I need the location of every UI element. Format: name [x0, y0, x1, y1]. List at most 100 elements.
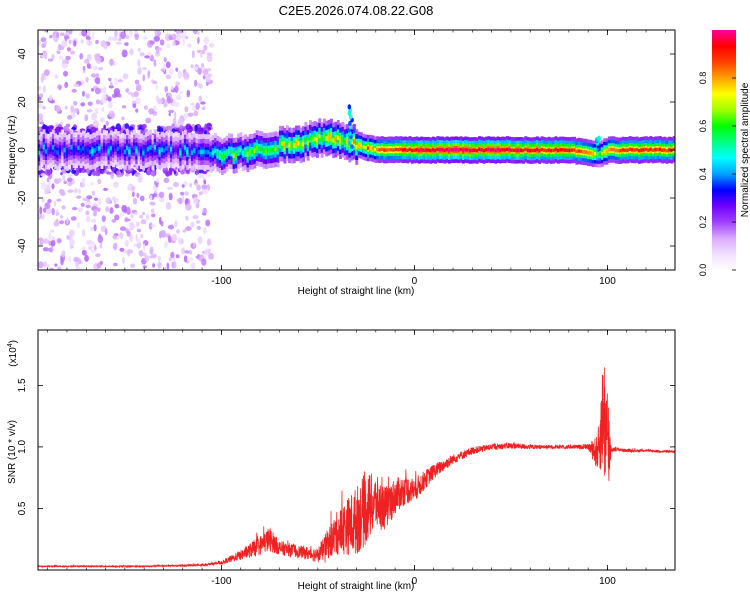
spectrogram-cell [478, 147, 481, 151]
spectrogram-cell [390, 148, 393, 152]
spectrogram-noise-cell [43, 238, 50, 244]
spectrogram-cell [605, 149, 609, 154]
spectrogram-noise-cell [130, 214, 134, 219]
spectrogram-noise-cell [174, 123, 181, 128]
spectrogram-noise-cell [167, 235, 172, 243]
spectrogram-noise-cell [182, 229, 187, 233]
spectrogram-cell [84, 148, 88, 154]
spectrogram-noise-cell [188, 250, 193, 255]
spectrogram-noise-cell [67, 180, 73, 187]
spectrogram-cell [297, 141, 301, 146]
spectrogram-noise-cell [56, 239, 62, 244]
spectrogram-cell [445, 147, 449, 152]
spectrogram-noise-cell [201, 258, 207, 266]
spectrogram-x-tick-label: 100 [599, 276, 616, 287]
spectrogram-cell [573, 148, 576, 152]
spectrogram-noise-cell [149, 201, 156, 206]
spectrogram-noise-cell [87, 101, 93, 107]
spectrogram-noise-cell [151, 213, 156, 218]
spectrogram-noise-cell [42, 50, 47, 55]
spectrogram-noise-cell [137, 59, 141, 67]
spectrogram-cell [77, 145, 81, 150]
spectrogram-noise-cell [45, 207, 52, 215]
spectrogram-noise-cell [139, 195, 145, 202]
spectrogram-noise-cell [149, 255, 155, 259]
spectrogram-noise-cell [175, 94, 182, 101]
spectrogram-noise-cell [68, 39, 72, 45]
spectrogram-cell [258, 146, 261, 151]
spectrogram-noise-cell [53, 220, 60, 227]
spectrogram-cell [454, 148, 458, 152]
spectrogram-noise-cell [95, 99, 100, 105]
spectrogram-noise-cell [189, 183, 192, 188]
spectrogram-noise-cell [66, 47, 71, 52]
spectrogram-cell [244, 149, 248, 155]
spectrogram-noise-cell [41, 43, 46, 49]
spectrogram-cell [119, 149, 122, 155]
spectrogram-cell [316, 137, 319, 143]
spectrogram-noise-cell [135, 97, 141, 105]
spectrogram-noise-cell [60, 32, 65, 36]
spectrogram-cell [299, 143, 303, 148]
spectrogram-noise-cell [55, 105, 61, 112]
spectrogram-cell [290, 143, 294, 149]
spectrogram-noise-cell [168, 112, 171, 117]
spectrogram-noise-cell [190, 262, 196, 270]
spectrogram-noise-cell [171, 233, 178, 240]
spectrogram-cell [596, 152, 600, 156]
spectrogram-noise-cell [86, 39, 90, 46]
spectrogram-noise-cell [112, 35, 118, 42]
spectrogram-noise-cell [185, 215, 189, 221]
spectrogram-noise-cell [155, 47, 159, 55]
snr-y-tick-label: 0.5 [17, 501, 28, 515]
spectrogram-noise-cell [125, 88, 130, 93]
spectrogram-noise-cell [114, 214, 120, 221]
spectrogram-cell [246, 152, 250, 157]
spectrogram-noise-cell [46, 177, 50, 183]
spectrogram-noise-cell [38, 126, 41, 135]
spectrogram-noise-cell [95, 87, 101, 95]
spectrogram-noise-cell [186, 89, 191, 98]
spectrogram-noise-cell [193, 196, 199, 204]
spectrogram-noise-cell [63, 35, 70, 40]
spectrogram-noise-cell [142, 265, 147, 269]
spectrogram-cell [89, 149, 92, 155]
spectrogram-x-tick-label: -100 [211, 276, 231, 287]
spectrogram-noise-cell [158, 127, 164, 133]
spectrogram-noise-cell [95, 253, 101, 258]
spectrogram-cell [505, 147, 509, 152]
spectrogram-cell [473, 148, 477, 152]
spectrogram-noise-cell [132, 102, 137, 109]
spectrogram-noise-cell [40, 239, 45, 244]
spectrogram-noise-cell [47, 184, 51, 193]
spectrogram-cell [135, 148, 139, 154]
spectrogram-cell [603, 149, 607, 154]
spectrogram-noise-cell [80, 182, 86, 188]
spectrogram-noise-cell [198, 127, 204, 132]
spectrogram-cell [496, 148, 500, 152]
spectrogram-cell [364, 146, 368, 150]
spectrogram-noise-cell [66, 177, 73, 182]
spectrogram-noise-cell [163, 177, 170, 184]
spectrogram-cell [494, 148, 498, 153]
spectrogram-noise-cell [86, 239, 93, 246]
spectrogram-noise-cell [80, 102, 86, 107]
spectrogram-cell [153, 145, 157, 150]
spectrogram-noise-cell [55, 212, 60, 216]
spectrogram-cell [582, 150, 586, 154]
spectrogram-noise-cell [103, 187, 108, 191]
spectrogram-noise-cell [136, 192, 140, 198]
spectrogram-cell [272, 147, 275, 153]
spectrogram-noise-cell [187, 112, 194, 117]
spectrogram-noise-cell [124, 123, 130, 129]
spectrogram-noise-cell [202, 207, 207, 215]
spectrogram-noise-cell [171, 40, 176, 47]
spectrogram-noise-cell [134, 79, 140, 85]
colorbar-gradient [712, 30, 736, 270]
spectrogram-cell [424, 148, 428, 152]
spectrogram-noise-cell [56, 50, 61, 54]
spectrogram-cell [332, 138, 336, 143]
spectrogram-cell [656, 147, 660, 152]
spectrogram-cell [56, 150, 60, 155]
spectrogram-cell [417, 148, 421, 153]
